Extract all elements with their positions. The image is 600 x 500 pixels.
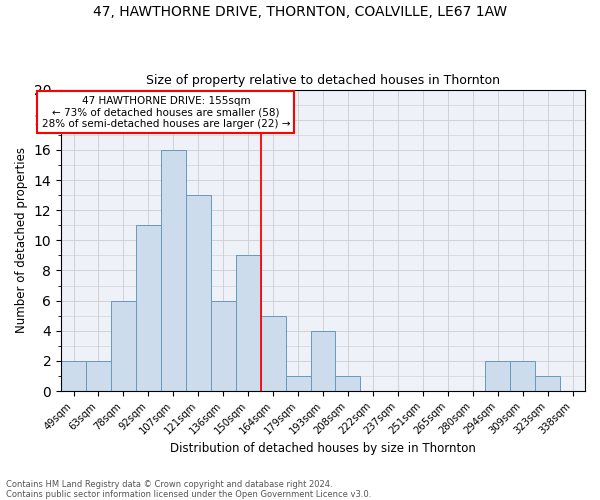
Bar — [111, 300, 136, 391]
Bar — [86, 361, 111, 391]
Bar — [485, 361, 510, 391]
Title: Size of property relative to detached houses in Thornton: Size of property relative to detached ho… — [146, 74, 500, 87]
Text: 47, HAWTHORNE DRIVE, THORNTON, COALVILLE, LE67 1AW: 47, HAWTHORNE DRIVE, THORNTON, COALVILLE… — [93, 5, 507, 19]
Bar — [260, 316, 286, 391]
Y-axis label: Number of detached properties: Number of detached properties — [15, 148, 28, 334]
Bar — [136, 226, 161, 391]
Bar — [510, 361, 535, 391]
Bar — [161, 150, 186, 391]
X-axis label: Distribution of detached houses by size in Thornton: Distribution of detached houses by size … — [170, 442, 476, 455]
Bar — [61, 361, 86, 391]
Bar — [535, 376, 560, 391]
Bar — [236, 256, 260, 391]
Bar — [335, 376, 361, 391]
Text: Contains HM Land Registry data © Crown copyright and database right 2024.
Contai: Contains HM Land Registry data © Crown c… — [6, 480, 371, 499]
Text: 47 HAWTHORNE DRIVE: 155sqm
← 73% of detached houses are smaller (58)
28% of semi: 47 HAWTHORNE DRIVE: 155sqm ← 73% of deta… — [41, 96, 290, 129]
Bar — [211, 300, 236, 391]
Bar — [186, 195, 211, 391]
Bar — [286, 376, 311, 391]
Bar — [311, 331, 335, 391]
